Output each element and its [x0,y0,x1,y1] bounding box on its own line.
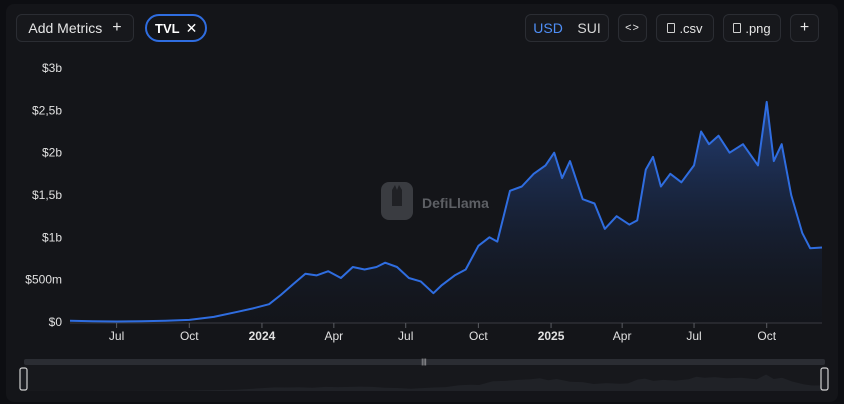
chart-panel [6,4,838,402]
add-button[interactable]: + [790,14,819,42]
add-metrics-label: Add Metrics [28,20,103,36]
png-label: .png [745,20,771,36]
file-icon [733,23,742,33]
csv-label: .csv [679,20,703,36]
plus-icon: + [112,19,122,36]
download-csv-button[interactable]: .csv [656,14,714,42]
download-png-button[interactable]: .png [723,14,781,42]
embed-button[interactable]: <> [618,14,647,42]
metric-chip-label: TVL [155,20,180,36]
currency-option-sui[interactable]: SUI [577,20,601,36]
metric-chip-tvl[interactable]: TVL ✕ [145,14,208,42]
code-icon: <> [625,22,640,34]
close-icon[interactable]: ✕ [185,19,198,36]
plus-icon: + [799,19,810,36]
currency-toggle[interactable]: USD SUI [525,14,609,42]
file-icon [667,23,676,33]
currency-option-usd[interactable]: USD [533,20,563,36]
add-metrics-button[interactable]: Add Metrics + [16,14,134,42]
